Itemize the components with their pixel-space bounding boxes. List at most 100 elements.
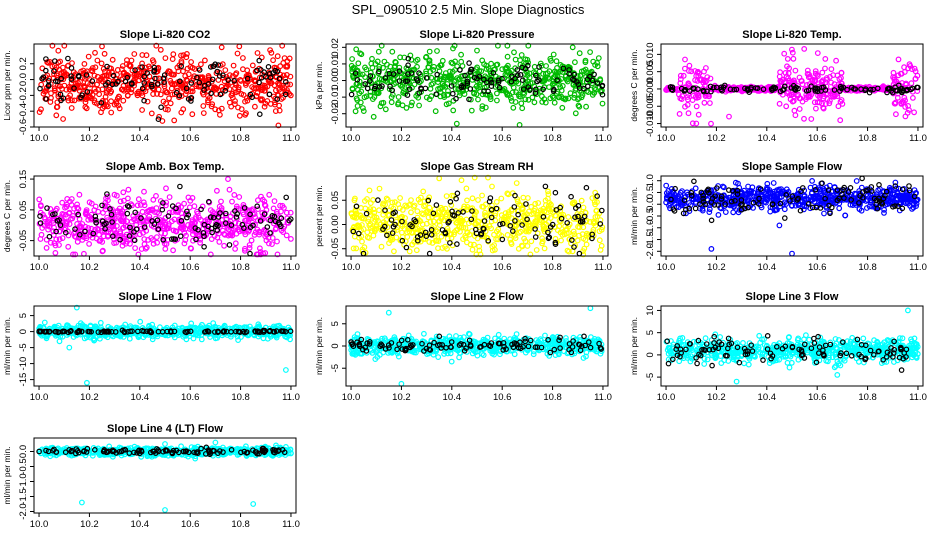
data-point-black [594, 80, 601, 87]
data-point-black [522, 65, 529, 72]
x-tick-label: 10.4 [443, 133, 462, 144]
data-point [272, 108, 279, 114]
data-point [378, 243, 385, 250]
data-point-black [151, 67, 158, 74]
data-point [515, 245, 522, 252]
data-point [486, 65, 492, 72]
data-point-black [495, 77, 502, 84]
data-point-black [256, 111, 263, 118]
data-point [819, 69, 826, 76]
data-point [366, 187, 373, 194]
data-point [185, 71, 192, 78]
data-point [452, 58, 459, 65]
data-point [180, 106, 187, 113]
data-point [471, 89, 477, 96]
data-point [498, 195, 505, 202]
data-point-black [781, 215, 788, 221]
data-point [910, 94, 916, 101]
data-point [504, 53, 511, 60]
y-tick-label: 0.05 [18, 201, 29, 220]
data-point-black [584, 83, 591, 90]
data-point [267, 47, 274, 53]
data-point-black [466, 96, 472, 103]
data-point [708, 120, 714, 127]
data-point [685, 110, 692, 117]
data-point [493, 198, 500, 205]
data-point [553, 58, 560, 65]
data-point [504, 231, 511, 238]
data-point [191, 203, 198, 210]
y-axis-label: percent per min. [314, 185, 324, 246]
data-point [784, 56, 791, 62]
data-point [100, 100, 107, 106]
data-point [377, 103, 384, 110]
x-tick-label: 10.8 [543, 262, 562, 273]
data-point [80, 83, 87, 89]
data-point-black [413, 76, 420, 82]
data-point [87, 94, 94, 100]
x-tick-label: 10.0 [657, 262, 676, 273]
data-point-black [58, 75, 65, 82]
data-point [349, 86, 356, 93]
data-point [61, 82, 68, 89]
data-point [47, 99, 54, 105]
data-point-black [532, 234, 539, 240]
data-point [893, 111, 899, 118]
y-tick-label: -0.4 [18, 103, 29, 119]
data-point [722, 209, 729, 216]
data-point [132, 245, 139, 252]
data-point [451, 78, 458, 85]
data-point [556, 94, 563, 100]
outlier-point [99, 43, 105, 50]
data-point [542, 76, 548, 83]
data-point [535, 200, 542, 206]
data-point [244, 67, 251, 74]
data-point [261, 103, 268, 110]
data-point [426, 48, 433, 55]
data-point [663, 182, 670, 189]
data-point-black [488, 79, 495, 86]
data-point [279, 42, 286, 49]
data-point [682, 56, 688, 63]
data-point-black [222, 88, 229, 94]
data-point-black [282, 91, 289, 98]
data-point [701, 99, 708, 106]
data-point [254, 89, 261, 96]
data-point [503, 64, 510, 71]
data-point [89, 81, 95, 88]
data-point-black [480, 76, 487, 83]
data-point-black [261, 69, 267, 75]
data-point-black [217, 91, 224, 98]
data-point [52, 66, 59, 73]
data-point-black [109, 81, 116, 88]
data-point-black [532, 72, 539, 79]
data-point-black [389, 87, 396, 94]
data-point-black [46, 233, 53, 240]
x-tick-label: 10.2 [707, 262, 726, 273]
data-point-black [183, 85, 190, 92]
data-point [858, 184, 865, 191]
data-point [267, 100, 274, 107]
data-point-black [570, 76, 576, 83]
data-series-black [348, 55, 606, 103]
data-point [445, 88, 451, 94]
y-tick-label: -0.01 [330, 86, 341, 108]
data-point [796, 106, 803, 112]
data-point [442, 75, 449, 81]
data-point [432, 108, 439, 115]
data-point [261, 82, 268, 89]
data-point-black [79, 92, 85, 99]
data-point [59, 199, 66, 206]
data-point-black [110, 72, 117, 79]
data-point-black [422, 85, 429, 92]
data-point [178, 79, 185, 86]
data-point-black [254, 203, 261, 210]
data-point-black [177, 78, 183, 85]
data-point [188, 59, 195, 65]
data-point [501, 85, 508, 92]
data-point-black [83, 72, 90, 78]
data-point [120, 70, 127, 77]
data-point [135, 196, 142, 203]
data-point-black [847, 185, 854, 191]
